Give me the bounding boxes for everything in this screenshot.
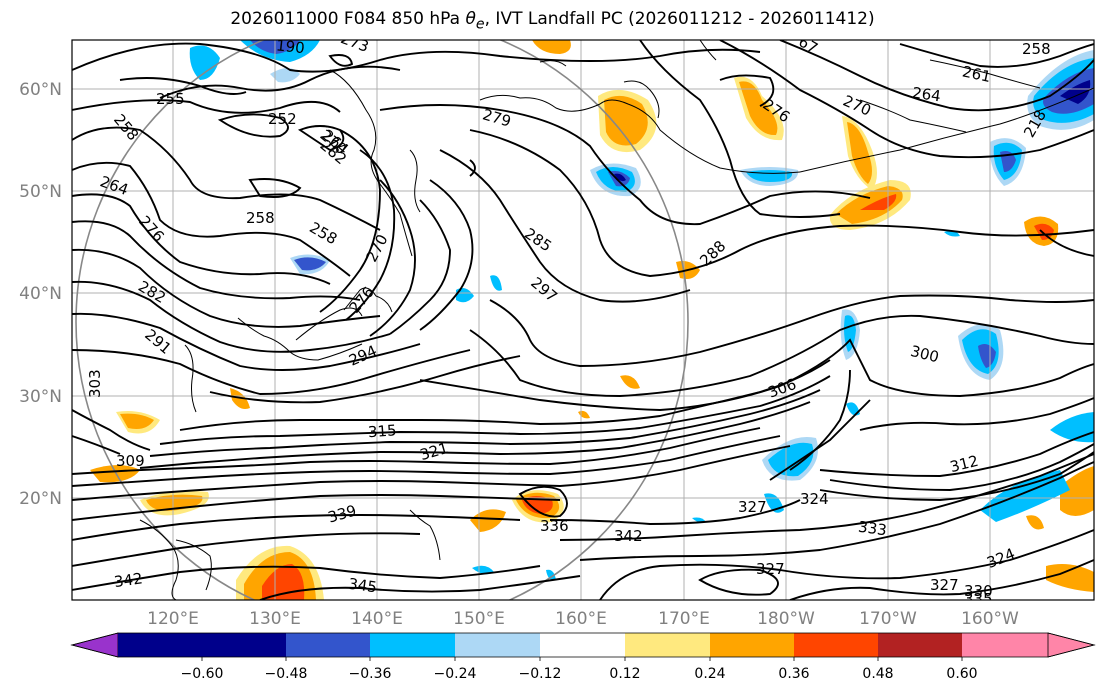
colorbar-tick-label: −0.24	[434, 666, 477, 682]
contour-label: 190	[275, 36, 305, 57]
figure-title: 2026011000 F084 850 hPa θe, IVT Landfall…	[230, 9, 875, 33]
contour-label: 342	[113, 569, 144, 591]
contour-label: 258	[1022, 40, 1051, 58]
colorbar-bin	[794, 633, 878, 657]
colorbar-bin	[370, 633, 455, 657]
colorbar-tick-label: −0.48	[265, 666, 308, 682]
colorbar-bin	[455, 633, 540, 657]
contour-label: 255	[156, 90, 185, 108]
lat-label: 50°N	[19, 182, 62, 202]
colorbar-max-triangle	[1047, 632, 1096, 658]
lat-label: 60°N	[19, 80, 62, 100]
lon-label: 170°W	[859, 609, 917, 629]
contour-label: 324	[800, 490, 829, 508]
colorbar-tick-label: 0.24	[694, 666, 725, 682]
colorbar-outline	[70, 632, 1096, 658]
colorbar-bin	[625, 633, 710, 657]
colorbar-bin	[710, 633, 794, 657]
contour-label: 335	[964, 590, 993, 608]
latitude-labels: 60°N 50°N 40°N 30°N 20°N	[19, 80, 62, 509]
theta-e-contours	[72, 40, 1094, 600]
map-panel: 258 261 264 270 276 255 252 258 264 276 …	[72, 36, 1094, 608]
contour-label: 327	[930, 576, 959, 594]
colorbar-bin	[540, 633, 625, 657]
lat-label: 40°N	[19, 284, 62, 304]
contour-label: 252	[268, 110, 297, 128]
contour-label: 345	[347, 575, 378, 597]
lon-label: 180°W	[757, 609, 815, 629]
colorbar-tick-label: 0.12	[609, 666, 640, 682]
contour-label: 309	[116, 452, 145, 470]
lat-label: 20°N	[19, 489, 62, 509]
lon-label: 160°E	[555, 609, 607, 629]
colorbar-tick-label: −0.12	[519, 666, 562, 682]
colorbar-bin	[286, 633, 370, 657]
lon-label: 170°E	[658, 609, 710, 629]
colorbar-tick-label: −0.36	[349, 666, 392, 682]
colorbar-bin	[962, 633, 1048, 657]
lat-label: 30°N	[19, 387, 62, 407]
contour-label: 330	[964, 582, 993, 600]
colorbar-bin	[202, 633, 286, 657]
lon-label: 150°E	[453, 609, 505, 629]
colorbar-tick-label: 0.60	[946, 666, 977, 682]
contour-label: 258	[246, 209, 275, 227]
longitude-labels: 120°E 130°E 140°E 150°E 160°E 170°E 180°…	[147, 609, 1019, 629]
landfall-radius-circle	[75, 40, 689, 600]
lon-label: 140°E	[351, 609, 403, 629]
colorbar-tick-label: 0.36	[778, 666, 809, 682]
positive-anomaly-patches	[90, 40, 1094, 600]
contour-label: 261	[961, 62, 993, 86]
contour-label: 303	[86, 369, 104, 398]
lon-label: 130°E	[249, 609, 301, 629]
contour-label: 264	[911, 84, 942, 106]
colorbar-ticks	[201, 657, 963, 661]
colorbar: −0.60 −0.48 −0.36 −0.24 −0.12 0.12 0.24 …	[70, 632, 1096, 682]
colorbar-bin	[118, 633, 202, 657]
contour-label: 336	[540, 517, 569, 535]
contour-label: 327	[756, 560, 785, 578]
colorbar-tick-label: −0.60	[181, 666, 224, 682]
contour-label: 315	[367, 421, 397, 441]
colorbar-bin	[878, 633, 962, 657]
colorbar-tick-label: 0.48	[862, 666, 893, 682]
lon-label: 120°E	[147, 609, 199, 629]
contour-label: 333	[857, 518, 888, 540]
map-frame	[71, 39, 1095, 601]
colorbar-min-triangle	[70, 632, 119, 658]
contour-label: 327	[738, 498, 767, 516]
contour-label: 342	[614, 527, 643, 545]
lon-label: 160°W	[961, 609, 1019, 629]
